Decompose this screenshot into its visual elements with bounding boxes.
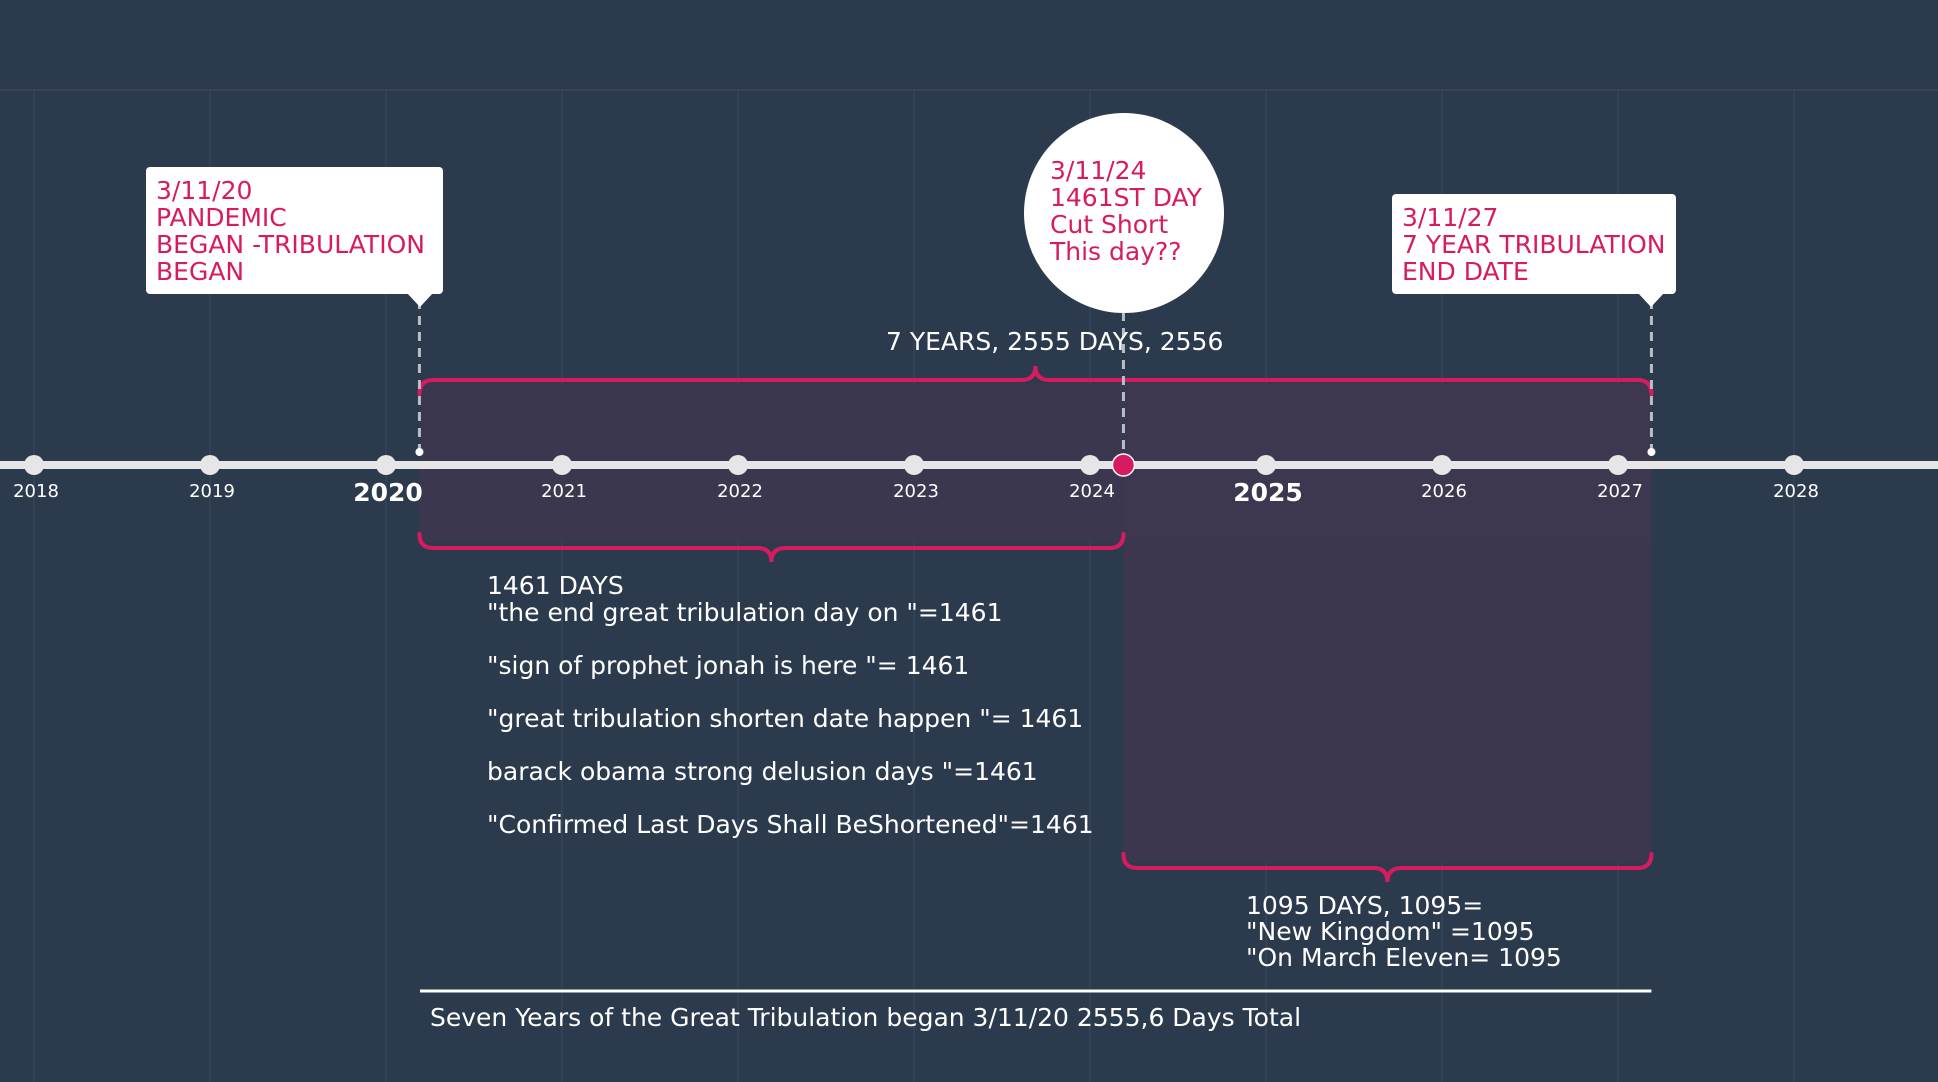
start-callout-line: BEGAN -TRIBULATION [156, 230, 425, 259]
year-dot [1256, 455, 1276, 475]
second-span-line: "New Kingdom" =1095 [1246, 917, 1535, 946]
total-span-brace [417, 365, 1654, 396]
year-dot [552, 455, 572, 475]
start-callout-line: PANDEMIC [156, 203, 287, 232]
year-dot [904, 455, 924, 475]
middle-callout-line: 1461ST DAY [1050, 183, 1202, 212]
year-label: 2021 [541, 481, 587, 502]
second-span-line: 1095 DAYS, 1095= [1246, 891, 1484, 920]
first-span-note: "Confirmed Last Days Shall BeShortened"=… [487, 810, 1094, 839]
year-markers [24, 455, 1804, 475]
middle-event-callout: 3/11/24 1461ST DAY Cut Short This day?? [1024, 113, 1224, 313]
second-span-brace [1121, 852, 1654, 883]
event-marker [415, 448, 424, 456]
start-callout-line: 3/11/20 [156, 176, 253, 205]
first-span-line: 1461 DAYS [487, 571, 624, 600]
end-callout-line: END DATE [1402, 257, 1529, 286]
year-label: 2022 [717, 481, 763, 502]
year-label: 2026 [1421, 481, 1467, 502]
year-dot [200, 455, 220, 475]
year-dot [376, 455, 396, 475]
start-callout-line: BEGAN [156, 257, 245, 286]
end-callout-tail [1638, 293, 1664, 307]
second-span-label: 1095 DAYS, 1095= "New Kingdom" =1095 "On… [1246, 893, 1562, 971]
middle-callout-line: Cut Short [1050, 210, 1169, 239]
year-label: 2025 [1233, 478, 1303, 507]
first-span-note: barack obama strong delusion days "=1461 [487, 757, 1038, 786]
event-marker-highlight [1111, 453, 1136, 477]
start-event-callout: 3/11/20 PANDEMIC BEGAN -TRIBULATION BEGA… [146, 167, 443, 294]
year-dot [728, 455, 748, 475]
year-dot [1432, 455, 1452, 475]
year-dot [1080, 455, 1100, 475]
year-label: 2020 [353, 478, 423, 507]
event-markers [415, 448, 1656, 477]
first-span-label: 1461 DAYS "the end great tribulation day… [487, 572, 1003, 626]
middle-callout-line: 3/11/24 [1050, 156, 1147, 185]
first-span-note: "sign of prophet jonah is here "= 1461 [487, 651, 970, 680]
second-span-shade [1123, 383, 1652, 863]
first-span-brace [417, 532, 1126, 563]
event-marker [1647, 448, 1656, 456]
first-span-line: "the end great tribulation day on "=1461 [487, 598, 1003, 627]
second-span-line: "On March Eleven= 1095 [1246, 943, 1562, 972]
year-dot [1784, 455, 1804, 475]
end-event-callout: 3/11/27 7 YEAR TRIBULATION END DATE [1392, 194, 1676, 294]
year-label: 2023 [893, 481, 939, 502]
first-span-note: "great tribulation shorten date happen "… [487, 704, 1084, 733]
year-dot [1608, 455, 1628, 475]
year-dot [24, 455, 44, 475]
start-callout-tail [407, 293, 433, 307]
year-label: 2019 [189, 481, 235, 502]
year-labels: 2018 2019 2020 2021 2022 2023 2024 2025 2026 2027… [13, 478, 1819, 507]
total-span-label: 7 YEARS, 2555 DAYS, 2556 [886, 327, 1224, 356]
middle-callout-line: This day?? [1050, 237, 1182, 266]
year-label: 2024 [1069, 481, 1115, 502]
footer-caption: Seven Years of the Great Tribulation beg… [430, 1003, 1302, 1032]
year-label: 2027 [1597, 481, 1643, 502]
end-callout-line: 7 YEAR TRIBULATION [1402, 230, 1666, 259]
event-connectors [417, 300, 1653, 453]
year-label: 2018 [13, 481, 59, 502]
end-callout-line: 3/11/27 [1402, 203, 1499, 232]
year-label: 2028 [1773, 481, 1819, 502]
